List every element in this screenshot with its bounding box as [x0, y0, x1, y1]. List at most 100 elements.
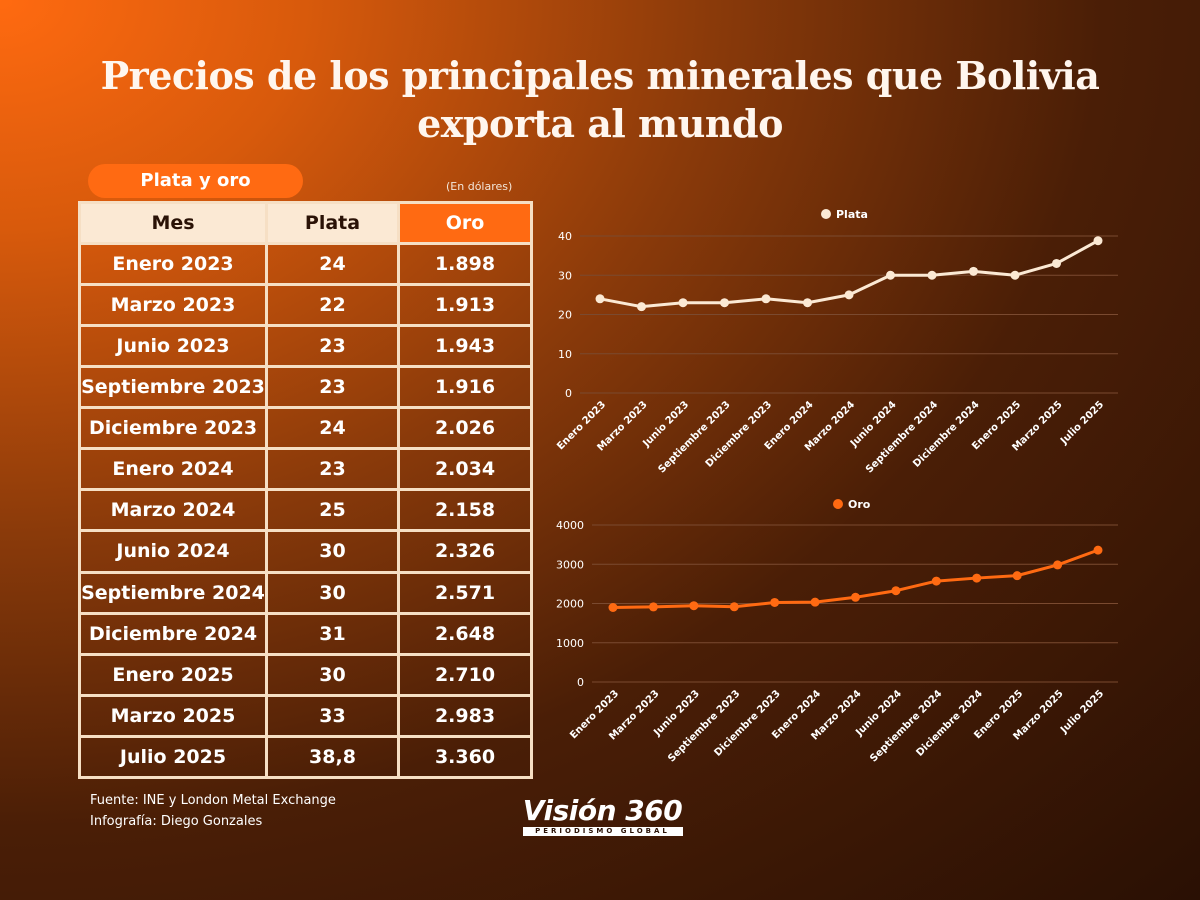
title-line-2: exporta al mundo — [417, 101, 783, 146]
cell-plata: 31 — [265, 611, 400, 656]
cell-oro: 2.034 — [397, 447, 533, 492]
cell-mes: Enero 2023 — [78, 241, 268, 287]
vision360-logo: Visión 360 PERIODISMO GLOBAL — [520, 796, 685, 836]
header-mes: Mes — [78, 201, 268, 245]
section-pill: Plata y oro — [88, 164, 303, 198]
cell-plata: 33 — [265, 693, 400, 738]
cell-oro: 2.158 — [397, 488, 533, 533]
table-row: Marzo 2024 25 2.158 — [78, 488, 533, 533]
table-row: Marzo 2023 22 1.913 — [78, 283, 533, 328]
cell-oro: 1.916 — [397, 365, 533, 410]
y-tick-label: 20 — [558, 309, 572, 322]
cell-oro: 2.648 — [397, 611, 533, 656]
table-header-row: Mes Plata Oro — [78, 201, 533, 245]
cell-mes: Marzo 2024 — [78, 488, 268, 533]
table-row: Enero 2025 30 2.710 — [78, 652, 533, 697]
data-point — [729, 602, 739, 612]
data-point — [648, 602, 658, 612]
cell-mes: Julio 2025 — [78, 734, 268, 780]
cell-plata: 25 — [265, 488, 400, 533]
table-row: Diciembre 2023 24 2.026 — [78, 406, 533, 451]
data-point — [1093, 236, 1103, 246]
table-row: Junio 2024 30 2.326 — [78, 529, 533, 574]
y-tick-label: 30 — [558, 269, 572, 282]
legend-marker — [833, 499, 843, 509]
data-point — [972, 573, 982, 583]
cell-plata: 30 — [265, 529, 400, 574]
units-note: (En dólares) — [446, 180, 513, 193]
data-point — [969, 266, 978, 276]
data-point — [886, 270, 895, 280]
table-row: Julio 2025 38,8 3.360 — [78, 734, 533, 780]
data-point — [637, 302, 646, 312]
title-line-1: Precios de los principales minerales que… — [100, 53, 1100, 98]
cell-mes: Diciembre 2024 — [78, 611, 268, 656]
cell-plata: 30 — [265, 570, 400, 615]
cell-oro: 1.913 — [397, 283, 533, 328]
data-point — [927, 270, 937, 280]
data-point — [844, 290, 854, 300]
legend-label: Plata — [836, 208, 868, 221]
x-tick-label: Septiembre 2024 — [868, 688, 944, 764]
y-tick-label: 0 — [565, 387, 572, 400]
cell-oro: 2.326 — [397, 529, 533, 574]
y-tick-label: 40 — [558, 230, 572, 243]
legend: Plata — [821, 208, 868, 221]
cell-plata: 23 — [265, 365, 400, 410]
data-point — [595, 294, 605, 304]
table-row: Diciembre 2024 31 2.648 — [78, 611, 533, 656]
data-point — [608, 603, 618, 613]
y-tick-label: 4000 — [556, 519, 584, 532]
source-line: Fuente: INE y London Metal Exchange — [90, 793, 336, 808]
y-tick-label: 3000 — [556, 558, 584, 571]
data-point — [931, 576, 941, 586]
data-point — [1053, 560, 1063, 570]
x-tick-label: Julio 2025 — [1058, 688, 1106, 736]
cell-mes: Enero 2025 — [78, 652, 268, 697]
y-tick-label: 0 — [577, 676, 584, 689]
x-tick-label: Septiembre 2023 — [656, 399, 732, 475]
table-row: Septiembre 2023 23 1.916 — [78, 365, 533, 410]
data-point — [761, 294, 771, 304]
y-tick-label: 10 — [558, 348, 572, 361]
y-tick-label: 2000 — [556, 598, 584, 611]
table-row: Junio 2023 23 1.943 — [78, 324, 533, 369]
x-tick-label: Septiembre 2024 — [864, 399, 940, 475]
x-tick-label: Septiembre 2023 — [666, 688, 742, 764]
data-point — [720, 298, 729, 308]
cell-oro: 2.710 — [397, 652, 533, 697]
cell-oro: 2.571 — [397, 570, 533, 615]
data-point — [891, 586, 901, 596]
cell-mes: Enero 2024 — [78, 447, 268, 492]
x-tick-label: Julio 2025 — [1058, 399, 1106, 447]
legend-label: Oro — [848, 498, 871, 511]
logo-wordmark: Visión 360 — [522, 794, 683, 827]
cell-oro: 1.943 — [397, 324, 533, 369]
data-point — [1093, 545, 1103, 555]
table-row: Enero 2024 23 2.034 — [78, 447, 533, 492]
cell-oro: 1.898 — [397, 241, 533, 287]
cell-plata: 30 — [265, 652, 400, 697]
legend: Oro — [833, 498, 871, 511]
price-table: Mes Plata Oro Enero 2023 24 1.898 Marzo 202… — [78, 201, 533, 780]
page-title: Precios de los principales minerales que… — [0, 52, 1200, 148]
data-point — [1012, 571, 1022, 581]
header-oro: Oro — [397, 201, 533, 245]
logo-tagline: PERIODISMO GLOBAL — [522, 827, 683, 836]
credit-line: Infografía: Diego Gonzales — [90, 814, 263, 829]
header-plata: Plata — [265, 201, 400, 245]
cell-plata: 24 — [265, 406, 400, 451]
data-point — [689, 601, 699, 611]
cell-plata: 24 — [265, 241, 400, 287]
cell-plata: 38,8 — [265, 734, 400, 780]
data-point — [770, 597, 780, 607]
cell-mes: Junio 2023 — [78, 324, 268, 369]
cell-mes: Marzo 2023 — [78, 283, 268, 328]
cell-mes: Diciembre 2023 — [78, 406, 268, 451]
y-tick-label: 1000 — [556, 637, 584, 650]
cell-plata: 22 — [265, 283, 400, 328]
data-point — [803, 298, 812, 308]
table-row: Marzo 2025 33 2.983 — [78, 693, 533, 738]
